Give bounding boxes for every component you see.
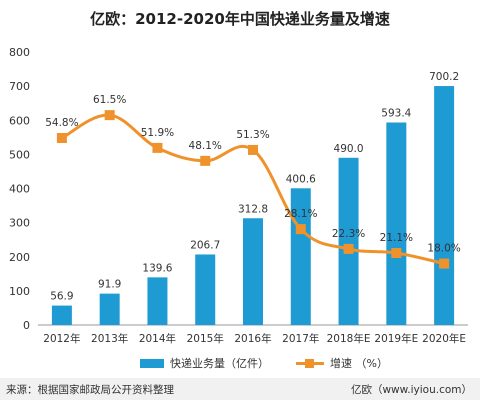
chart-title: 亿欧：2012-2020年中国快递业务量及增速 (90, 10, 390, 28)
legend-label-volume: 快递业务量（亿件） (170, 357, 269, 370)
growth-value-label: 51.9% (141, 127, 174, 139)
y-tick-label: 400 (9, 183, 30, 196)
x-tick-label: 2013年 (91, 332, 128, 345)
legend-line-swatch (296, 358, 324, 368)
growth-value-label: 21.1% (380, 232, 413, 244)
bar (195, 254, 216, 325)
x-tick-label: 2012年 (43, 332, 80, 345)
bar (51, 305, 72, 325)
x-tick-label: 2014年 (139, 332, 176, 345)
y-tick-label: 300 (9, 217, 30, 230)
growth-point (439, 258, 450, 269)
y-tick-label: 100 (9, 285, 30, 298)
x-tick-label: 2016年 (234, 332, 271, 345)
bar (147, 277, 168, 325)
growth-value-label: 18.0% (427, 243, 460, 255)
bar (243, 218, 263, 325)
growth-point (248, 144, 258, 155)
y-tick-label: 500 (9, 148, 30, 161)
bar-value-label: 400.6 (286, 173, 316, 185)
y-tick-label: 700 (9, 80, 30, 93)
footer: 来源：根据国家邮政局公开资料整理 亿欧（www.iyiou.com） (0, 378, 480, 400)
growth-point (56, 132, 67, 143)
bar-value-label: 312.8 (238, 203, 268, 215)
growth-point (104, 110, 115, 121)
x-tick-label: 2015年 (187, 332, 224, 345)
growth-value-label: 28.1% (284, 208, 317, 220)
bar-value-label: 56.9 (50, 291, 73, 303)
bar-value-label: 91.9 (98, 279, 121, 291)
y-tick-label: 200 (9, 251, 30, 264)
x-tick-label: 2017年 (282, 332, 319, 345)
growth-value-label: 48.1% (189, 140, 222, 152)
y-tick-label: 0 (23, 319, 30, 332)
growth-value-label: 54.8% (45, 117, 78, 129)
bar (99, 293, 120, 325)
bar (434, 86, 455, 325)
growth-value-label: 51.3% (236, 129, 269, 141)
x-tick-label: 2020年E (422, 332, 466, 345)
growth-point (200, 155, 211, 166)
x-tick-label: 2018年E (327, 332, 371, 345)
legend-label-growth: 增速 （%） (330, 357, 388, 370)
bar (338, 157, 359, 325)
legend-item-volume: 快递业务量（亿件） (140, 355, 269, 371)
bar-value-label: 139.6 (142, 262, 172, 274)
growth-value-label: 22.3% (332, 228, 365, 240)
growth-value-label: 61.5% (93, 94, 126, 106)
x-tick-label: 2019年E (374, 332, 418, 345)
source-note: 来源：根据国家邮政局公开资料整理 (6, 384, 174, 396)
legend-item-growth: 增速 （%） (296, 355, 388, 371)
y-tick-label: 800 (9, 46, 30, 59)
legend-bar-swatch (140, 358, 164, 368)
growth-point (391, 247, 402, 258)
bar-value-label: 700.2 (429, 71, 459, 83)
legend: 快递业务量（亿件） 增速 （%） (0, 355, 480, 371)
brand-credit: 亿欧（www.iyiou.com） (350, 384, 472, 396)
bar-value-label: 490.0 (334, 143, 364, 155)
growth-point (152, 142, 163, 153)
bar-value-label: 206.7 (190, 239, 220, 251)
bar-value-label: 593.4 (381, 108, 411, 120)
growth-point (295, 224, 306, 235)
bar (386, 122, 407, 325)
growth-point (343, 243, 354, 254)
y-tick-label: 600 (9, 114, 30, 127)
